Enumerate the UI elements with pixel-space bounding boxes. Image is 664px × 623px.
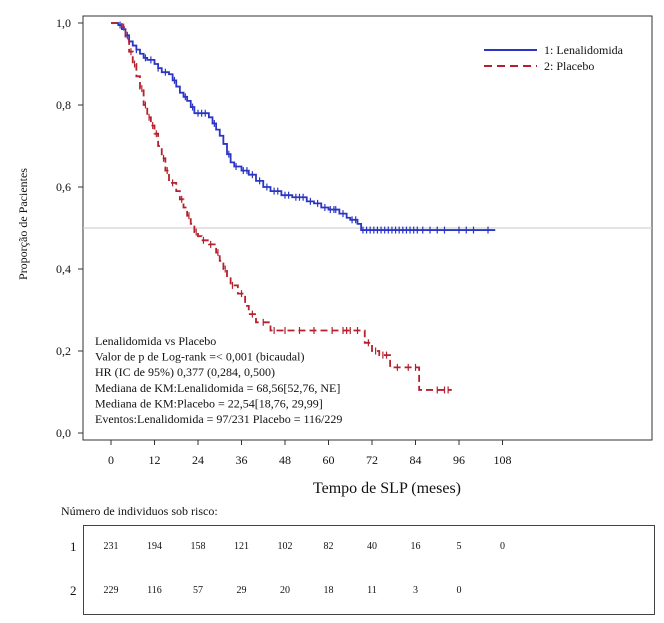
stats-annotation-line: Eventos:Lenalidomida = 97/231 Placebo = … [95,412,342,426]
risk-cell: 0 [456,585,462,596]
x-tick-label: 84 [410,453,422,467]
risk-cell: 82 [323,541,334,552]
stats-annotation-line: Mediana de KM:Lenalidomida = 68,56[52,76… [95,381,340,395]
risk-cell: 158 [190,541,206,552]
risk-cell: 20 [280,585,290,596]
risk-cell: 229 [103,585,119,596]
risk-cell: 18 [323,585,334,596]
risk-cell: 5 [456,541,462,552]
y-tick-label: 0,8 [56,98,71,112]
risk-row-label: 2 [70,583,77,598]
stats-annotation-line: HR (IC de 95%) 0,377 (0,284, 0,500) [95,365,275,379]
x-tick-label: 0 [108,453,114,467]
legend-label-series-2: 2: Placebo [544,59,594,73]
risk-cell: 102 [277,541,293,552]
x-tick-label: 96 [453,453,465,467]
y-axis-label: Proporção de Pacientes [16,168,30,280]
y-tick-label: 0,6 [56,180,71,194]
stats-annotation-line: Valor de p de Log-rank =< 0,001 (bicauda… [95,350,304,364]
x-tick-label: 72 [366,453,378,467]
risk-table-frame [83,525,655,615]
legend-label-series-1: 1: Lenalidomida [544,43,624,57]
km-chart: 0 12 24 36 48 60 72 84 96 108 0,0 0,2 0,4 0,6 0,8 1,0 Te… [16,15,653,497]
stats-annotation-line: Mediana de KM:Placebo = 22,54[18,76, 29,… [95,396,323,410]
x-tick-label: 48 [279,453,291,467]
x-tick-label: 60 [323,453,335,467]
risk-cell: 194 [147,541,162,552]
risk-table-title: Número de individuos sob risco: [61,504,218,518]
risk-row-label: 1 [70,539,77,554]
risk-cell: 0 [500,541,505,552]
risk-cell: 57 [193,585,203,596]
risk-cell: 40 [367,541,377,552]
risk-cell: 11 [367,585,377,596]
y-tick-label: 0,2 [56,344,71,358]
stats-annotation-line: Lenalidomida vs Placebo [95,334,216,348]
risk-cell: 121 [234,541,249,552]
x-axis-label: Tempo de SLP (meses) [313,480,461,497]
risk-cell: 29 [236,585,247,596]
y-tick-label: 0,4 [56,262,71,276]
x-tick-label: 36 [236,453,248,467]
risk-cell: 116 [147,585,162,596]
risk-cell: 3 [413,585,418,596]
x-tick-label: 24 [192,453,204,467]
km-curve-series-2 [111,22,452,391]
risk-cell: 16 [410,541,421,552]
y-tick-label: 0,0 [56,426,71,440]
y-tick-label: 1,0 [56,16,71,30]
x-tick-label: 12 [149,453,161,467]
x-tick-label: 108 [494,453,512,467]
risk-cell: 231 [103,541,119,552]
